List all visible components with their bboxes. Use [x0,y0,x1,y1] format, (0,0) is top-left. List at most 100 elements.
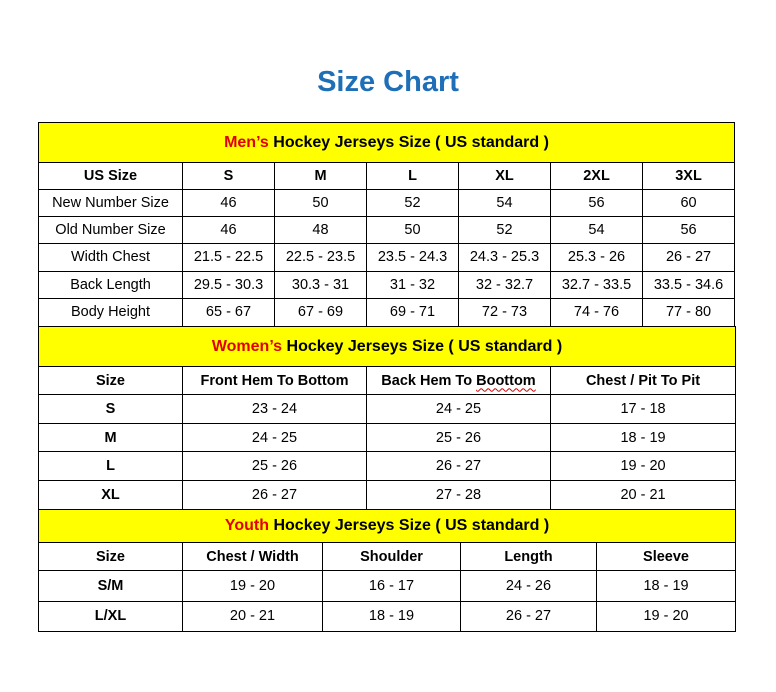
table-cell: Shoulder [322,542,461,571]
header-cell: Chest / Pit To Pit [549,366,737,395]
womens-section-title: Women’s Hockey Jerseys Size ( US standar… [37,326,737,367]
table-cell: 24 - 25 [366,394,551,424]
table-cell: 54 [550,216,643,244]
table-cell: 50 [274,189,367,217]
header-cell: Front Hem To Bottom [182,366,367,395]
table-cell: 46 [182,189,275,217]
youth-label: Youth [224,517,270,534]
table-row: L/XL 20 - 21 18 - 19 26 - 27 19 - 20 [38,600,737,632]
table-cell: 18 - 19 [595,570,737,602]
table-cell: 65 - 67 [182,298,275,327]
header-cell: Back Hem To Boottom [366,366,551,395]
table-cell: Width Chest [38,243,183,272]
table-cell: L/XL [38,600,183,632]
table-cell: 46 [182,216,275,244]
table-cell: 48 [274,216,367,244]
table-cell: 26 - 27 [182,480,367,510]
table-cell: New Number Size [38,189,183,217]
table-row: Old Number Size 46 48 50 52 54 56 [38,216,736,244]
table-cell: 24 - 25 [182,422,367,453]
table-cell: L [366,162,459,190]
table-cell: 30.3 - 31 [274,270,367,300]
header-cell: Size [38,366,183,395]
table-cell: M [274,162,367,190]
table-cell: 19 - 20 [182,570,323,602]
womens-size-table: Women’s Hockey Jerseys Size ( US standar… [37,326,737,510]
table-cell: S/M [38,570,183,602]
table-cell: 29.5 - 30.3 [182,270,275,300]
table-cell: 16 - 17 [322,570,461,602]
table-cell: 27 - 28 [366,480,551,510]
table-cell: Size [38,542,183,571]
mens-label: Men’s [224,133,269,151]
table-cell: 74 - 76 [550,298,643,327]
table-cell: 33.5 - 34.6 [641,270,736,300]
table-cell: 22.5 - 23.5 [274,243,367,272]
table-cell: 56 [550,189,643,217]
table-cell: Old Number Size [38,216,183,244]
youth-size-table: Youth Hockey Jerseys Size ( US standard … [37,509,737,632]
table-cell: 23.5 - 24.3 [366,243,459,272]
table-row: L 25 - 26 26 - 27 19 - 20 [38,451,737,482]
section-suffix: Hockey Jerseys Size ( US standard ) [269,517,550,534]
table-cell: 17 - 18 [549,394,737,424]
table-cell: 18 - 19 [322,600,461,632]
table-cell: 18 - 19 [549,422,737,453]
table-cell: 69 - 71 [366,298,459,327]
youth-section-title: Youth Hockey Jerseys Size ( US standard … [37,509,737,543]
table-cell: Length [460,542,597,571]
table-cell: L [38,451,183,482]
table-cell: XL [38,480,183,510]
table-row: S/M 19 - 20 16 - 17 24 - 26 18 - 19 [38,570,737,602]
table-cell: 19 - 20 [549,451,737,482]
table-cell: 23 - 24 [182,394,367,424]
table-cell: 31 - 32 [366,270,459,300]
table-cell: 2XL [550,162,643,190]
table-cell: 54 [458,189,551,217]
section-suffix: Hockey Jerseys Size ( US standard ) [282,337,563,355]
table-cell: Sleeve [595,542,737,571]
table-cell: US Size [38,162,183,190]
table-cell: 50 [366,216,459,244]
table-row: Back Length 29.5 - 30.3 30.3 - 31 31 - 32 32… [38,270,736,300]
table-cell: 72 - 73 [458,298,551,327]
table-cell: 24 - 26 [460,570,597,602]
table-cell: 60 [641,189,736,217]
table-cell: 19 - 20 [595,600,737,632]
table-cell: 52 [458,216,551,244]
table-cell: 26 - 27 [641,243,736,272]
table-cell: 26 - 27 [460,600,597,632]
table-cell: 3XL [641,162,736,190]
header-text: Back Hem To [381,372,477,389]
table-cell: 56 [641,216,736,244]
table-cell: 25 - 26 [182,451,367,482]
table-cell: 52 [366,189,459,217]
table-cell: 77 - 80 [641,298,736,327]
table-row: S 23 - 24 24 - 25 17 - 18 [38,394,737,424]
table-cell: 67 - 69 [274,298,367,327]
table-cell: 24.3 - 25.3 [458,243,551,272]
table-cell: M [38,422,183,453]
table-cell: 21.5 - 22.5 [182,243,275,272]
table-cell: Chest / Width [182,542,323,571]
section-suffix: Hockey Jerseys Size ( US standard ) [268,133,549,151]
table-row: Body Height 65 - 67 67 - 69 69 - 71 72 - 73 7… [38,298,736,327]
table-cell: 25 - 26 [366,422,551,453]
page-title: Size Chart [317,66,459,98]
table-cell: 26 - 27 [366,451,551,482]
table-cell: S [38,394,183,424]
mens-section-title: Men’s Hockey Jerseys Size ( US standard … [37,122,736,163]
table-cell: S [182,162,275,190]
table-cell: 20 - 21 [182,600,323,632]
table-cell: Back Length [38,270,183,300]
womens-label: Women’s [211,337,283,355]
table-cell: XL [458,162,551,190]
mens-size-table: Men’s Hockey Jerseys Size ( US standard … [37,122,736,327]
table-row: Width Chest 21.5 - 22.5 22.5 - 23.5 23.5 - … [38,243,736,272]
table-row: New Number Size 46 50 52 54 56 60 [38,189,736,217]
table-row: XL 26 - 27 27 - 28 20 - 21 [38,480,737,510]
table-cell: Body Height [38,298,183,327]
table-cell: 25.3 - 26 [550,243,643,272]
table-row: M 24 - 25 25 - 26 18 - 19 [38,422,737,453]
table-cell: 32.7 - 33.5 [550,270,643,300]
